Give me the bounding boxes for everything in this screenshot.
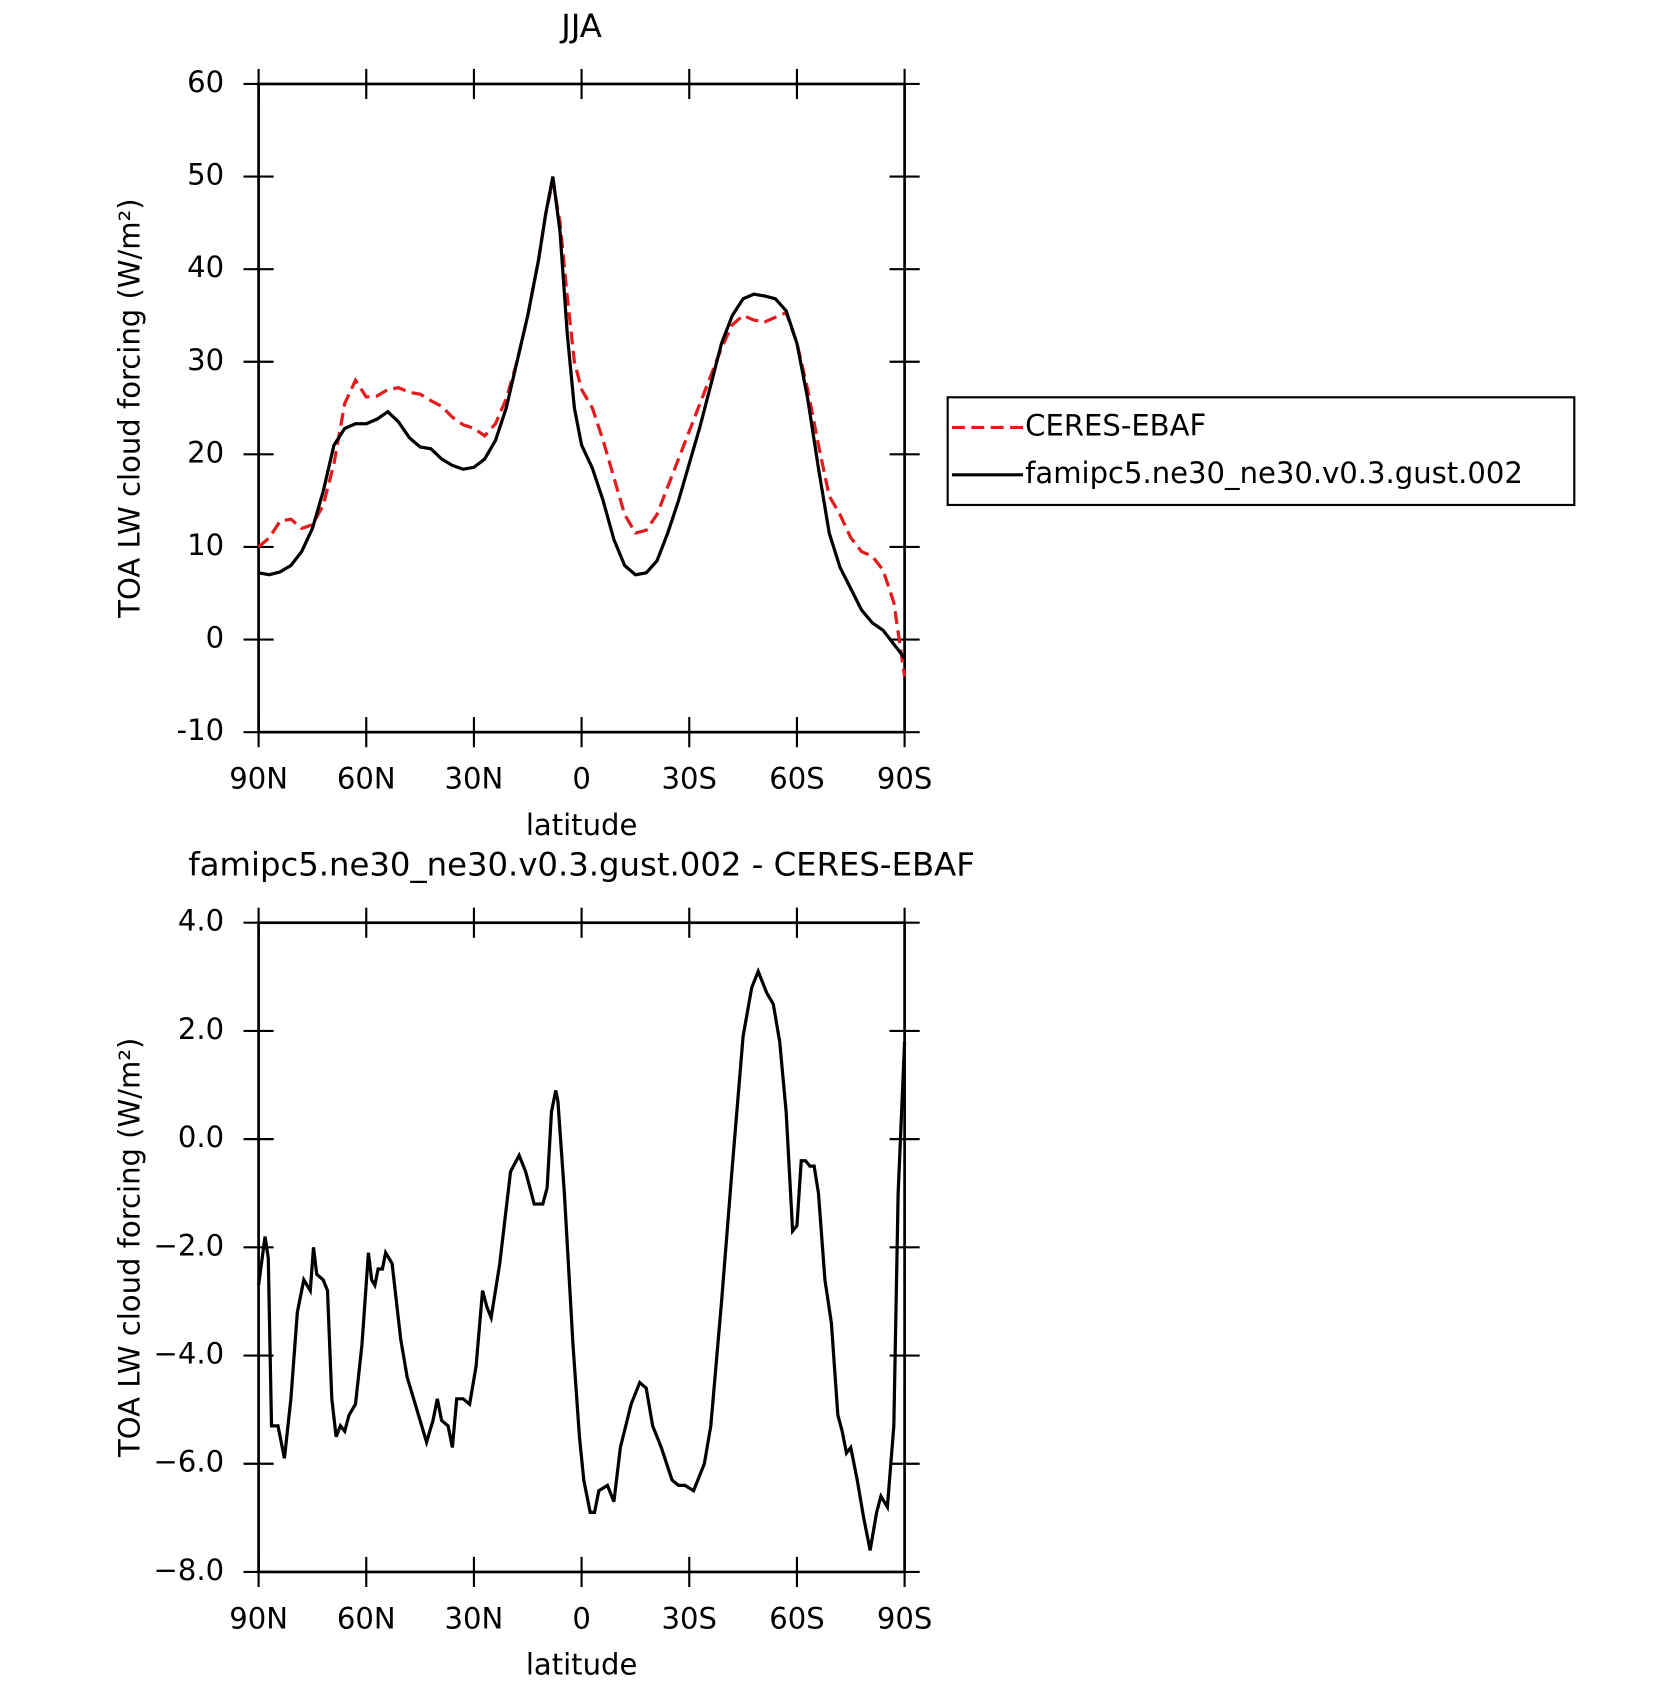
- y-tick-label: 20: [187, 435, 224, 469]
- legend-label: CERES-EBAF: [1025, 408, 1206, 442]
- x-axis-label: latitude: [526, 808, 637, 842]
- y-tick-label: -10: [177, 713, 224, 747]
- y-tick-label: 50: [187, 158, 224, 192]
- y-tick-label: 0: [206, 621, 225, 655]
- data-line: [256, 967, 907, 1551]
- x-tick-label: 90S: [877, 1601, 932, 1635]
- data-line: [258, 176, 906, 660]
- y-axis-label: TOA LW cloud forcing (W/m²): [113, 198, 147, 618]
- x-tick-label: 90N: [229, 762, 288, 796]
- legend-label: famipc5.ne30_ne30.v0.3.gust.002: [1025, 456, 1523, 490]
- y-tick-label: −8.0: [154, 1553, 225, 1587]
- x-axis-label: latitude: [526, 1648, 637, 1682]
- y-tick-label: 4.0: [178, 904, 224, 938]
- x-tick-label: 30N: [445, 762, 504, 796]
- x-tick-label: 0: [572, 762, 591, 796]
- y-tick-label: −4.0: [154, 1337, 225, 1371]
- x-tick-label: 90N: [229, 1601, 288, 1635]
- y-tick-label: 30: [187, 343, 224, 377]
- x-tick-label: 60S: [769, 1601, 824, 1635]
- chart-title: JJA: [559, 7, 602, 45]
- chart-title: famipc5.ne30_ne30.v0.3.gust.002 - CERES-…: [188, 846, 974, 884]
- x-tick-label: 60N: [337, 762, 396, 796]
- y-axis-label: TOA LW cloud forcing (W/m²): [113, 1038, 147, 1458]
- x-tick-label: 30S: [662, 762, 717, 796]
- y-tick-label: −2.0: [154, 1228, 225, 1262]
- x-tick-label: 30S: [662, 1601, 717, 1635]
- y-tick-label: 40: [187, 250, 224, 284]
- plot-frame: [257, 82, 906, 734]
- x-tick-label: 60S: [769, 762, 824, 796]
- data-line: [257, 180, 907, 677]
- plot-frame: [257, 921, 906, 1574]
- y-tick-label: 60: [187, 65, 224, 99]
- y-tick-label: 10: [187, 528, 224, 562]
- x-tick-label: 30N: [445, 1601, 504, 1635]
- x-tick-label: 0: [572, 1601, 591, 1635]
- y-tick-label: 0.0: [178, 1120, 224, 1154]
- legend-box: [946, 396, 1576, 507]
- y-tick-label: 2.0: [178, 1012, 224, 1046]
- x-tick-label: 90S: [877, 762, 932, 796]
- y-tick-label: −6.0: [154, 1445, 225, 1479]
- x-tick-label: 60N: [337, 1601, 396, 1635]
